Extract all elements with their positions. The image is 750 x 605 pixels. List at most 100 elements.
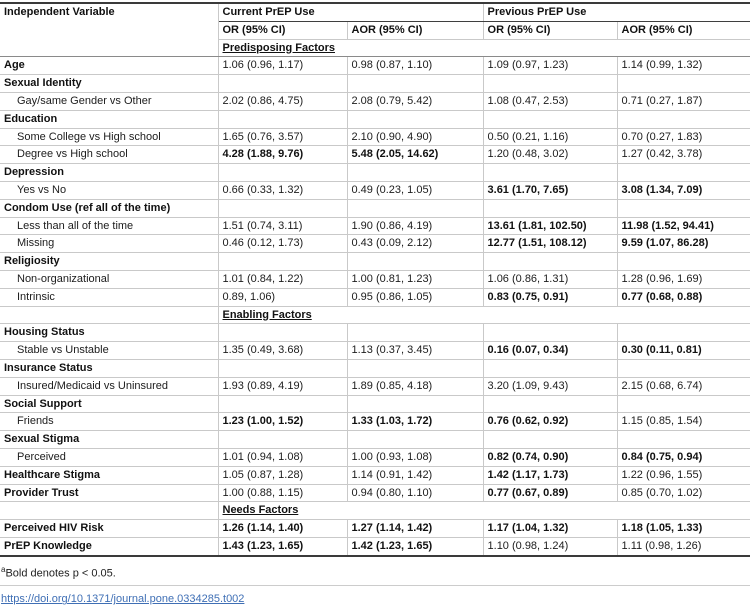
section-row: Predisposing Factors [0, 38, 750, 58]
table-row: Sexual Identity [0, 74, 750, 93]
variable-label: Insured/Medicaid vs Uninsured [0, 376, 219, 396]
variable-label: Housing Status [0, 323, 219, 343]
variable-label: Non-organizational [0, 269, 219, 289]
value-cell: 3.61 (1.70, 7.65) [482, 180, 618, 200]
table-row: Yes vs No 0.66 (0.33, 1.32) 0.49 (0.23, 1.… [0, 180, 750, 200]
variable-label: Gay/same Gender vs Other [0, 91, 219, 111]
value-cell: 1.26 (1.14, 1.40) [217, 519, 348, 538]
value-cell: 0.95 (0.86, 1.05) [346, 287, 484, 307]
variable-label: Depression [0, 163, 219, 182]
value-cell [217, 109, 348, 129]
value-cell: 0.66 (0.33, 1.32) [217, 180, 348, 200]
table-row: Social Support [0, 394, 750, 414]
value-cell [346, 163, 484, 182]
value-cell: 0.70 (0.27, 1.83) [616, 127, 750, 147]
value-cell: 0.49 (0.23, 1.05) [346, 180, 484, 200]
value-cell [616, 74, 750, 93]
variable-label: Friends [0, 412, 219, 432]
value-cell [346, 430, 484, 449]
value-cell [217, 74, 348, 93]
variable-label: Sexual Stigma [0, 430, 219, 449]
value-cell: 0.76 (0.62, 0.92) [482, 412, 618, 432]
value-cell: 0.94 (0.80, 1.10) [346, 483, 484, 503]
value-cell: 1.17 (1.04, 1.32) [482, 519, 618, 538]
value-cell: 1.05 (0.87, 1.28) [217, 465, 348, 485]
value-cell: 0.85 (0.70, 1.02) [616, 483, 750, 503]
value-cell [616, 109, 750, 129]
table-row: Perceived HIV Risk 1.26 (1.14, 1.40) 1.27 … [0, 519, 750, 538]
value-cell: 0.16 (0.07, 0.34) [482, 341, 618, 360]
value-cell [346, 358, 484, 378]
value-cell [217, 163, 348, 182]
value-cell: 1.20 (0.48, 3.02) [482, 145, 618, 165]
value-cell: 1.27 (0.42, 3.78) [616, 145, 750, 165]
value-cell: 1.43 (1.23, 1.65) [217, 536, 348, 557]
value-cell: 3.08 (1.34, 7.09) [616, 180, 750, 200]
variable-label: Yes vs No [0, 180, 219, 200]
variable-label: Condom Use (ref all of the time) [0, 198, 219, 218]
table-row: Degree vs High school 4.28 (1.88, 9.76) 5.… [0, 145, 750, 165]
section-row: Needs Factors [0, 501, 750, 521]
table-row: Education [0, 109, 750, 129]
value-cell: 1.42 (1.23, 1.65) [346, 536, 484, 557]
value-cell [346, 74, 484, 93]
variable-label: Insurance Status [0, 358, 219, 378]
footnote: aBold denotes p < 0.05. [1, 565, 750, 580]
variable-label: Sexual Identity [0, 74, 219, 93]
value-cell [217, 430, 348, 449]
value-cell [346, 198, 484, 218]
table-row: Some College vs High school 1.65 (0.76, 3… [0, 127, 750, 147]
variable-label: Missing [0, 234, 219, 254]
table-row: Depression [0, 163, 750, 182]
value-cell [482, 198, 618, 218]
value-cell [482, 394, 618, 414]
value-cell [217, 198, 348, 218]
value-cell: 0.30 (0.11, 0.81) [616, 341, 750, 360]
section-row-spacer [0, 501, 219, 521]
value-cell: 1.06 (0.86, 1.31) [482, 269, 618, 289]
variable-label: Age [0, 56, 219, 76]
value-cell: 1.13 (0.37, 3.45) [346, 341, 484, 360]
value-cell: 1.01 (0.84, 1.22) [217, 269, 348, 289]
doi-link[interactable]: https://doi.org/10.1371/journal.pone.033… [1, 593, 245, 605]
table-row: Intrinsic 0.89, 1.06) 0.95 (0.86, 1.05) 0.8… [0, 287, 750, 307]
value-cell [217, 323, 348, 343]
column-group-current-prep-use: Current PrEP Use [217, 2, 484, 22]
variable-label: Perceived HIV Risk [0, 519, 219, 538]
table-row: Insured/Medicaid vs Uninsured 1.93 (0.89,… [0, 376, 750, 396]
value-cell [346, 323, 484, 343]
table-row: Less than all of the time 1.51 (0.74, 3.1… [0, 216, 750, 236]
section-label: Predisposing Factors [217, 38, 750, 58]
value-cell [616, 358, 750, 378]
value-cell: 0.77 (0.68, 0.88) [616, 287, 750, 307]
table-row: Missing 0.46 (0.12, 1.73) 0.43 (0.09, 2.12… [0, 234, 750, 254]
footnote-text: Bold denotes p < 0.05. [5, 567, 116, 580]
value-cell: 1.90 (0.86, 4.19) [346, 216, 484, 236]
value-cell [482, 74, 618, 93]
value-cell: 4.28 (1.88, 9.76) [217, 145, 348, 165]
variable-label: Degree vs High school [0, 145, 219, 165]
value-cell: 0.82 (0.74, 0.90) [482, 447, 618, 467]
value-cell: 0.71 (0.27, 1.87) [616, 91, 750, 111]
table-row: Stable vs Unstable 1.35 (0.49, 3.68) 1.13 … [0, 341, 750, 360]
value-cell: 0.84 (0.75, 0.94) [616, 447, 750, 467]
value-cell: 1.33 (1.03, 1.72) [346, 412, 484, 432]
value-cell: 1.00 (0.93, 1.08) [346, 447, 484, 467]
value-cell: 2.15 (0.68, 6.74) [616, 376, 750, 396]
value-cell: 1.00 (0.81, 1.23) [346, 269, 484, 289]
value-cell: 1.10 (0.98, 1.24) [482, 536, 618, 557]
variable-label: Intrinsic [0, 287, 219, 307]
value-cell: 1.14 (0.99, 1.32) [616, 56, 750, 76]
value-cell [217, 394, 348, 414]
column-header-or-current: OR (95% CI) [217, 20, 348, 40]
table-row: Age 1.06 (0.96, 1.17) 0.98 (0.87, 1.10) 1.0… [0, 56, 750, 76]
variable-label: PrEP Knowledge [0, 536, 219, 557]
value-cell: 1.14 (0.91, 1.42) [346, 465, 484, 485]
value-cell: 1.93 (0.89, 4.19) [217, 376, 348, 396]
value-cell: 1.23 (1.00, 1.52) [217, 412, 348, 432]
table-row: Sexual Stigma [0, 430, 750, 449]
value-cell: 1.51 (0.74, 3.11) [217, 216, 348, 236]
value-cell [346, 394, 484, 414]
value-cell [346, 109, 484, 129]
